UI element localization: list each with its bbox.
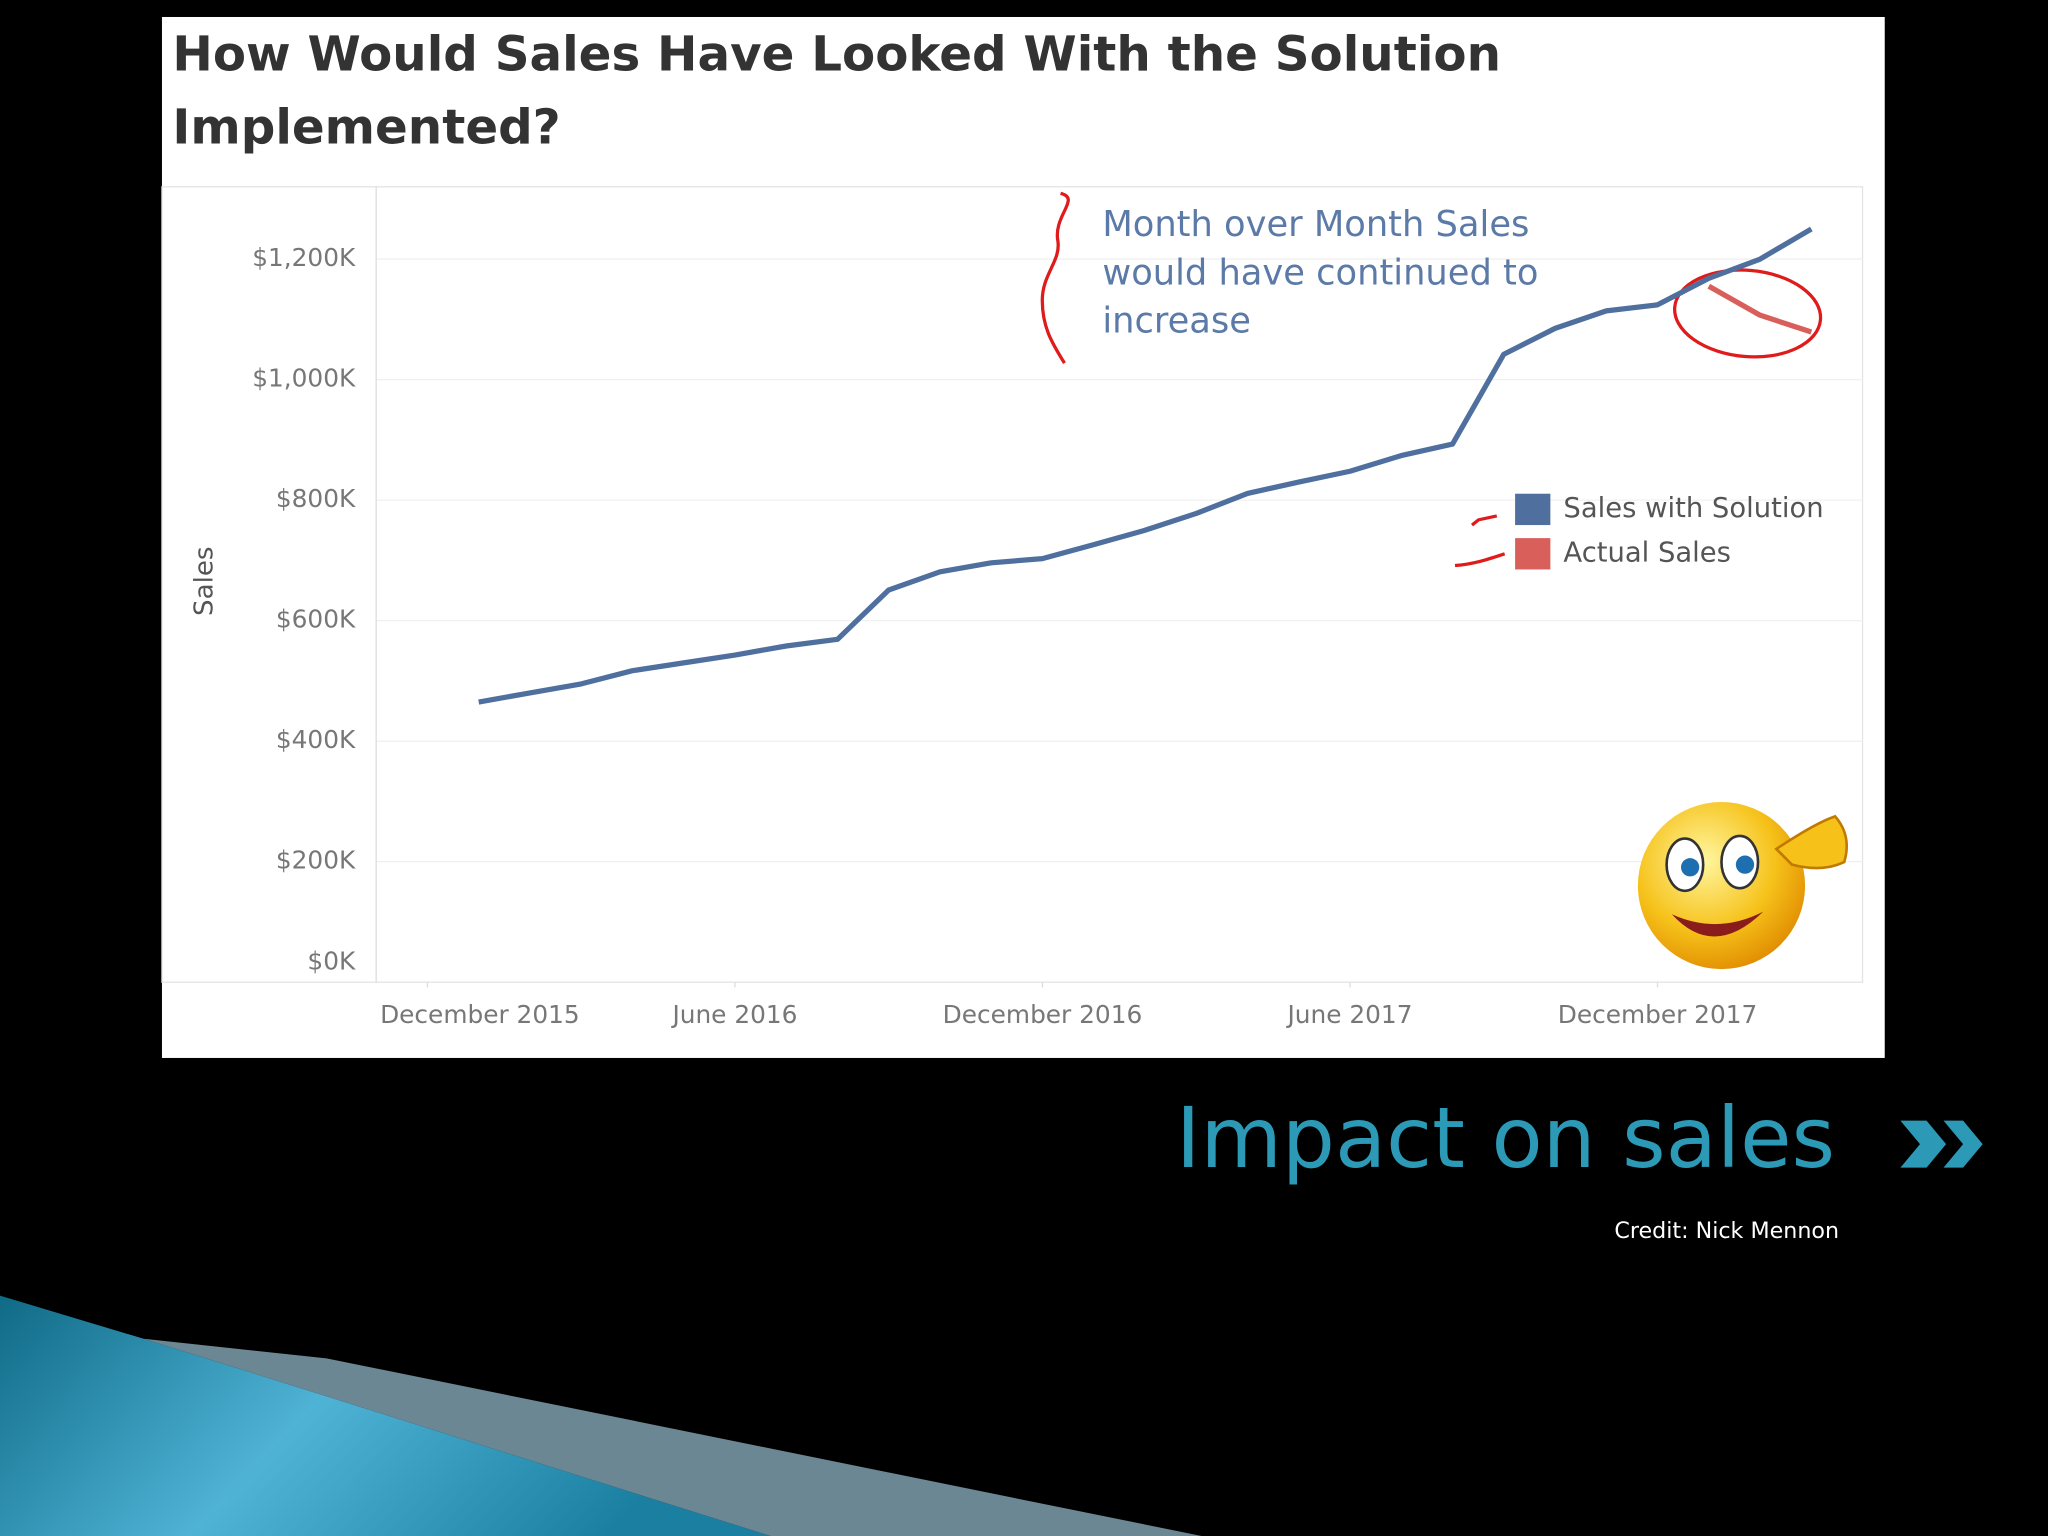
y-tick-label: $600K	[276, 605, 356, 634]
legend-swatch	[1515, 493, 1551, 526]
y-tick-label: $400K	[276, 725, 356, 754]
handwritten-circle	[1672, 268, 1823, 359]
plot-frame	[161, 186, 1864, 983]
legend-swatch	[1515, 538, 1551, 570]
series-line	[1707, 283, 1813, 335]
series-line	[478, 226, 1813, 705]
handwritten-brace	[1040, 191, 1070, 364]
deco-shape	[0, 1295, 771, 1536]
deco-shape	[143, 1338, 1202, 1536]
y-axis-label: Sales	[190, 546, 220, 616]
legend-label: Sales with Solution	[1563, 493, 1823, 524]
slide-title: Impact on sales	[1176, 1089, 1835, 1187]
emoji-hand	[1774, 814, 1848, 870]
y-tick-label: $800K	[276, 484, 356, 513]
chart-title: How Would Sales Have Looked With the Sol…	[172, 26, 1501, 156]
y-tick-label: $0K	[307, 947, 356, 976]
x-tick-label: December 2016	[943, 1000, 1143, 1029]
y-tick-label: $200K	[276, 846, 356, 875]
emoji-face	[1637, 801, 1806, 970]
emoji-pupil	[1735, 855, 1755, 874]
y-tick-label: $1,200K	[252, 243, 356, 272]
annotation-line: Month over Month Sales	[1102, 204, 1529, 245]
title-box: How Would Sales Have Looked With the Sol…	[172, 26, 1501, 156]
chevron-icon	[1900, 1120, 1983, 1168]
legend-label: Actual Sales	[1563, 537, 1731, 568]
emoji	[1637, 801, 1848, 970]
emoji-pupil	[1680, 858, 1700, 877]
y-tick-label: $1,000K	[252, 364, 356, 393]
x-tick-label: December 2015	[380, 1000, 580, 1029]
emoji-mouth	[1671, 911, 1764, 937]
annotation: Month over Month Sales would have continu…	[1102, 204, 1538, 342]
x-tick-label: December 2017	[1558, 1000, 1758, 1029]
x-tick-label: June 2017	[1285, 1000, 1412, 1029]
x-tick-label: June 2016	[670, 1000, 797, 1029]
credit: Credit: Nick Mennon	[1614, 1218, 1839, 1244]
annotation-line: would have continued to	[1102, 252, 1538, 293]
handwritten-marks	[1454, 514, 1506, 568]
annotation-line: increase	[1102, 301, 1251, 342]
chart-panel	[161, 16, 1885, 1058]
